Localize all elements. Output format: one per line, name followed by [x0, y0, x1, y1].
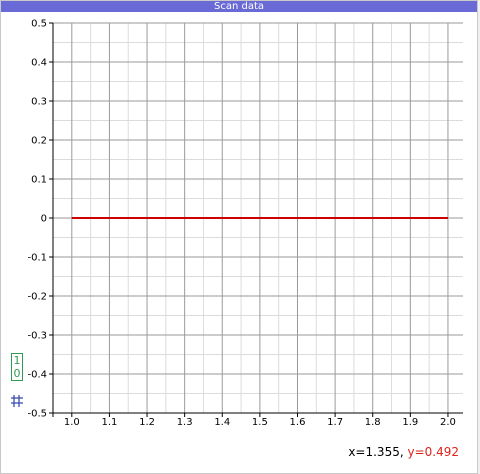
y-tick-label: 0.1	[31, 175, 47, 186]
chart-axes	[49, 22, 463, 417]
y-tick-label: -0.4	[27, 370, 47, 381]
y-tick-label: -0.5	[27, 409, 47, 420]
x-tick-label: 1.9	[402, 417, 418, 428]
x-tick-label: 1.7	[327, 417, 343, 428]
binary-digit-top: 1	[13, 354, 21, 367]
y-tick-label: 0	[41, 214, 47, 225]
binary-digit-bottom: 0	[13, 367, 21, 380]
y-tick-label: 0.2	[31, 136, 47, 147]
y-tick-label: -0.1	[27, 253, 47, 264]
x-tick-label: 1.1	[101, 417, 117, 428]
y-tick-label: 0.3	[31, 97, 47, 108]
x-tick-label: 2.0	[440, 417, 456, 428]
chart-tick-labels: 0.5 0.4 0.3 0.2 0.1 0 -0.1 -0.2 -0.3 -0.4 -0.5 1.0 1…	[27, 19, 455, 429]
x-tick-label: 1.8	[365, 417, 381, 428]
cursor-readout: x=1.355, y=0.492	[348, 445, 459, 459]
y-tick-label: 0.5	[31, 19, 47, 30]
binary-data-icon[interactable]: 1 0	[11, 353, 23, 381]
x-tick-label: 1.5	[252, 417, 268, 428]
y-tick-label: -0.3	[27, 331, 47, 342]
x-tick-label: 1.2	[139, 417, 155, 428]
cursor-x-readout: x=1.355,	[348, 445, 404, 459]
y-tick-label: -0.2	[27, 292, 47, 303]
x-tick-label: 1.4	[214, 417, 230, 428]
window-title: Scan data	[1, 1, 477, 12]
x-tick-label: 1.0	[64, 417, 80, 428]
grid-icon[interactable]	[11, 394, 23, 408]
x-tick-label: 1.3	[177, 417, 193, 428]
cursor-y-readout: y=0.492	[407, 445, 459, 459]
y-tick-label: 0.4	[31, 58, 47, 69]
x-tick-label: 1.6	[290, 417, 306, 428]
